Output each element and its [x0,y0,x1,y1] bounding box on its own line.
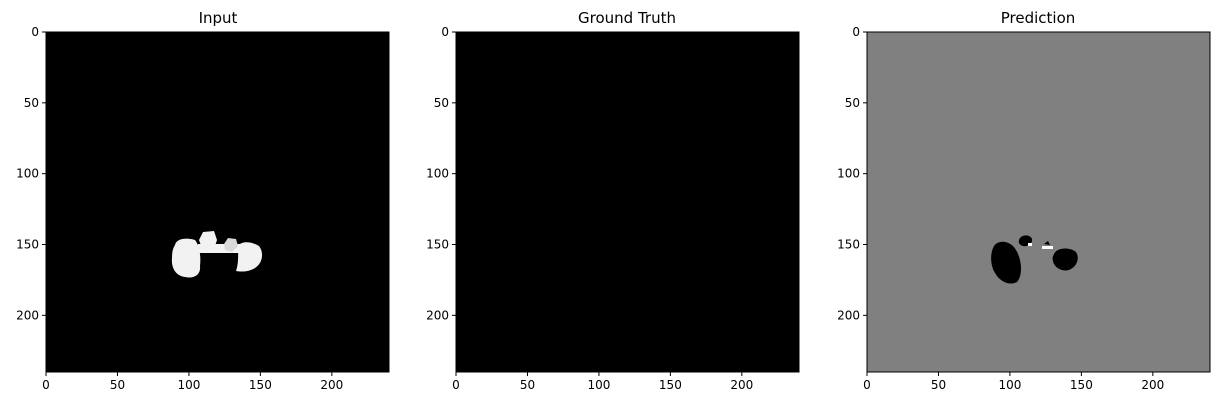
panel-axes: 0 50 100 150 200 0 50 100 150 200 [426,25,753,392]
input-bar [198,244,248,253]
x-tick-label: 200 [730,378,753,392]
prediction-blob-right [1052,248,1078,271]
y-tick-label: 200 [426,308,449,322]
prediction-blob-left [991,241,1022,284]
y-tick-label: 150 [426,238,449,252]
y-tick-label: 50 [434,96,449,110]
x-tick-label: 200 [1141,378,1164,392]
y-tick-label: 100 [426,167,449,181]
panel-title: Ground Truth [578,9,676,27]
x-tick-label: 50 [110,378,125,392]
x-tick-label: 100 [998,378,1021,392]
panel-title: Input [199,9,238,27]
y-tick-label: 200 [837,308,860,322]
x-tick-label: 0 [452,378,460,392]
x-tick-label: 150 [249,378,272,392]
axes-layer: 0 50 100 150 200 0 50 100 150 200 0 50 100 150 200 0 50 1… [16,25,1164,392]
y-tick-label: 100 [837,167,860,181]
image-input [45,31,390,373]
x-tick-label: 150 [659,378,682,392]
prediction-white-mark-b [1028,243,1032,246]
input-blob-mid [224,238,238,252]
x-tick-label: 50 [931,378,946,392]
prediction-white-region [1028,243,1053,249]
y-tick-label: 0 [441,25,449,39]
x-tick-label: 50 [520,378,535,392]
x-tick-label: 0 [42,378,50,392]
input-blob-right [236,242,263,272]
x-tick-label: 0 [863,378,871,392]
y-tick-label: 150 [16,238,39,252]
y-tick-label: 100 [16,167,39,181]
panel-axes: 0 50 100 150 200 0 50 100 150 200 [837,25,1164,392]
y-tick-label: 0 [31,25,39,39]
panel-input: Input [45,9,390,373]
y-tick-label: 50 [24,96,39,110]
prediction-white-mark-a [1042,246,1053,249]
x-tick-label: 100 [177,378,200,392]
image-prediction [866,31,1211,373]
y-tick-label: 50 [845,96,860,110]
x-tick-label: 150 [1070,378,1093,392]
panel-prediction: Prediction [866,9,1211,373]
x-tick-label: 200 [320,378,343,392]
panel-title: Prediction [1001,9,1076,27]
panel-axes: 0 50 100 150 200 0 50 100 150 200 [16,25,343,392]
y-tick-label: 200 [16,308,39,322]
input-bright-region [171,231,263,278]
input-blob-left [171,238,201,278]
prediction-blob-tiny [1044,241,1050,245]
panel-ground-truth: Ground Truth [455,9,800,373]
image-ground-truth [455,31,800,373]
y-tick-label: 0 [852,25,860,39]
y-tick-label: 150 [837,238,860,252]
x-tick-label: 100 [587,378,610,392]
